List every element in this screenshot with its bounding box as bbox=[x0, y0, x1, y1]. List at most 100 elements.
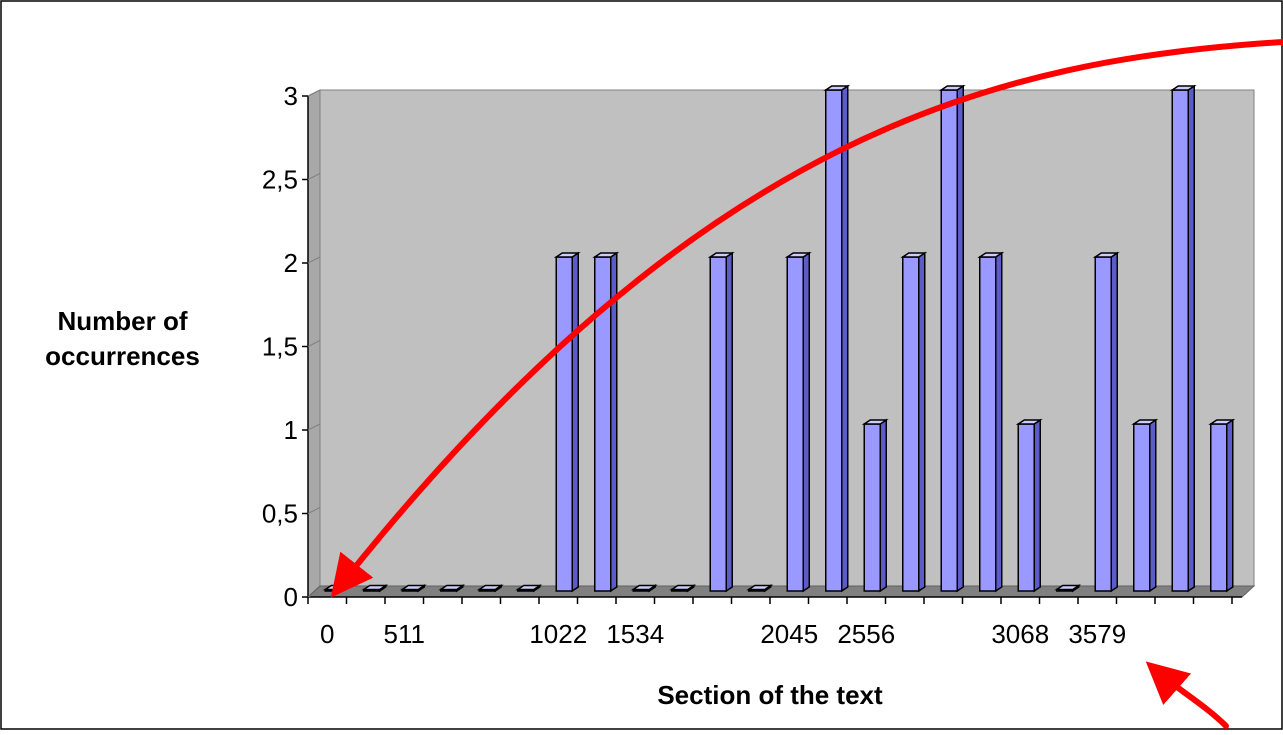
red-curve-arrow bbox=[330, 39, 1283, 598]
bar-top bbox=[669, 584, 697, 591]
y-axis-label-line2: occurrences bbox=[45, 341, 200, 371]
bar bbox=[630, 584, 658, 593]
bar-top bbox=[938, 85, 966, 91]
y-tick-label: 1 bbox=[284, 415, 298, 445]
bar-top bbox=[1169, 85, 1197, 91]
bar-top bbox=[1054, 584, 1082, 591]
red-pointer-arrow bbox=[1145, 661, 1229, 729]
bar-side bbox=[841, 84, 849, 593]
bar bbox=[1169, 84, 1197, 593]
bar-front bbox=[555, 256, 573, 592]
bar-top bbox=[592, 252, 620, 258]
y-tick-label: 2 bbox=[284, 248, 298, 278]
bar bbox=[515, 584, 543, 593]
bar-front bbox=[979, 256, 997, 592]
bar-side bbox=[995, 251, 1003, 593]
y-tick-label: 1,5 bbox=[262, 332, 298, 362]
x-tick-label: 1534 bbox=[606, 619, 664, 649]
bar-top bbox=[553, 252, 581, 258]
bar bbox=[823, 84, 851, 593]
bar bbox=[900, 251, 928, 593]
y-tick-guide bbox=[307, 256, 321, 264]
y-tick-label: 0,5 bbox=[262, 499, 298, 529]
bar bbox=[399, 584, 427, 593]
bar bbox=[861, 418, 889, 593]
bar bbox=[1131, 418, 1159, 593]
bar-top bbox=[438, 584, 466, 591]
bar-front bbox=[1171, 89, 1189, 592]
bar-side bbox=[802, 251, 810, 593]
bar-top bbox=[900, 252, 928, 258]
bar-top bbox=[823, 85, 851, 91]
bar-front bbox=[863, 423, 881, 592]
bar-front bbox=[1017, 423, 1035, 592]
bar bbox=[592, 251, 620, 593]
bar-top bbox=[1015, 419, 1043, 425]
bar-front bbox=[1094, 256, 1112, 592]
bar bbox=[669, 584, 697, 593]
bar-front bbox=[786, 256, 804, 592]
bar-top bbox=[630, 584, 658, 591]
y-axis-ticks: 0 0,5 1 1,5 2 2,5 3 bbox=[262, 81, 321, 612]
bar-front bbox=[940, 89, 958, 592]
bar-top bbox=[707, 252, 735, 258]
bar-front bbox=[902, 256, 920, 592]
bar-side bbox=[1110, 251, 1118, 593]
bar-top bbox=[1208, 419, 1236, 425]
x-axis-ticks: 0 511 1022 1534 2045 2556 3068 3579 bbox=[307, 597, 1233, 649]
bars bbox=[322, 84, 1236, 593]
y-tick-label: 2,5 bbox=[262, 165, 298, 195]
bar-side bbox=[956, 84, 964, 593]
bar bbox=[938, 84, 966, 593]
x-axis-label: Section of the text bbox=[657, 680, 883, 710]
bar-front bbox=[1210, 423, 1228, 592]
bar bbox=[746, 584, 774, 593]
x-tick-label: 3579 bbox=[1068, 619, 1126, 649]
x-tick-label: 3068 bbox=[991, 619, 1049, 649]
bar-top bbox=[476, 584, 504, 591]
bar bbox=[784, 251, 812, 593]
bar-side bbox=[725, 251, 733, 593]
x-tick-label: 2045 bbox=[760, 619, 818, 649]
bar-side bbox=[1149, 418, 1157, 593]
bar-side bbox=[1033, 418, 1041, 593]
bar-top bbox=[861, 419, 889, 425]
bar bbox=[476, 584, 504, 593]
x-tick-label: 2556 bbox=[837, 619, 895, 649]
bar bbox=[438, 584, 466, 593]
bar bbox=[1015, 418, 1043, 593]
y-axis-label-line1: Number of bbox=[57, 306, 188, 336]
bar-top bbox=[746, 584, 774, 591]
bar-side bbox=[1187, 84, 1195, 593]
bar-top bbox=[977, 252, 1005, 258]
y-tick-guide bbox=[307, 89, 321, 97]
y-tick-label: 3 bbox=[284, 81, 298, 111]
bar bbox=[553, 251, 581, 593]
y-tick-label: 0 bbox=[284, 582, 298, 612]
bar bbox=[707, 251, 735, 593]
bar-top bbox=[399, 584, 427, 591]
y-tick-guide bbox=[307, 590, 321, 598]
y-tick-guide bbox=[307, 507, 321, 514]
x-tick-label: 511 bbox=[384, 619, 425, 649]
y-tick-guide bbox=[307, 173, 321, 180]
x-tick-label: 1022 bbox=[529, 619, 587, 649]
y-tick-guide bbox=[307, 423, 321, 431]
bar-side bbox=[879, 418, 887, 593]
bar bbox=[977, 251, 1005, 593]
bar-side bbox=[918, 251, 926, 593]
bar-front bbox=[709, 256, 727, 592]
bar-top bbox=[784, 252, 812, 258]
bar bbox=[1092, 251, 1120, 593]
bar-front bbox=[1133, 423, 1151, 592]
bar bbox=[1054, 584, 1082, 593]
y-axis-label: Number of occurrences bbox=[10, 304, 235, 374]
bar-top bbox=[515, 584, 543, 591]
bar-side bbox=[1226, 418, 1234, 593]
bar-side bbox=[571, 251, 579, 593]
bar-top bbox=[1092, 252, 1120, 258]
bar bbox=[1208, 418, 1236, 593]
bar-front bbox=[825, 89, 843, 592]
